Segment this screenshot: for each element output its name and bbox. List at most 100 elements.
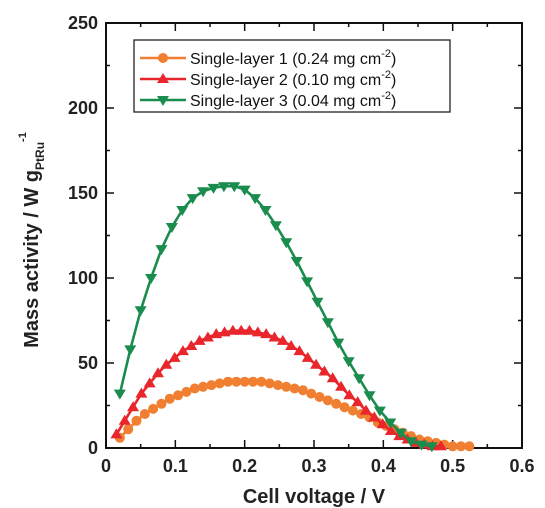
- series-2-point: [260, 328, 273, 339]
- series-1-point: [272, 380, 283, 391]
- series-2-point: [351, 396, 364, 407]
- series-2-point: [301, 351, 314, 362]
- x-tick-label: 0.1: [163, 456, 188, 476]
- series-1: [114, 376, 475, 452]
- series-2-point: [168, 351, 181, 362]
- series-2-point: [243, 324, 256, 335]
- y-tick-labels: 0 50 100 150 200 250: [68, 13, 98, 458]
- x-tick-label: 0.6: [509, 456, 534, 476]
- series-2-point: [343, 389, 356, 400]
- series-2: [110, 324, 447, 451]
- y-tick-label: 0: [88, 438, 98, 458]
- series-1-point: [339, 402, 350, 413]
- series-1-point: [464, 441, 475, 452]
- series-3-point: [259, 206, 272, 216]
- series-3: [113, 182, 438, 453]
- series-2-point: [193, 334, 206, 345]
- series-1-point: [139, 409, 150, 419]
- axis-ticks: [105, 22, 523, 449]
- series-3-point: [176, 206, 189, 216]
- series-1-point: [198, 381, 209, 392]
- series-2-point: [235, 324, 248, 335]
- series-3-point: [405, 437, 418, 448]
- legend-entry-2: Single-layer 2 (0.10 mg cm-2): [140, 69, 396, 89]
- y-tick-label: 50: [78, 353, 98, 373]
- series-3-point: [384, 418, 397, 429]
- series-3-point: [311, 297, 324, 308]
- series-2-point: [152, 367, 164, 378]
- series-3-point: [134, 306, 147, 317]
- series-3-point: [165, 223, 178, 233]
- series-2-point: [201, 331, 214, 342]
- series-2-point: [185, 340, 198, 350]
- y-tick-label: 150: [68, 183, 98, 203]
- series-1-point: [297, 385, 308, 396]
- series-3-point: [373, 406, 386, 417]
- y-tick-label: 100: [68, 268, 98, 288]
- series-1-point: [156, 398, 167, 409]
- series-1-point: [123, 424, 134, 435]
- legend-marker: [157, 73, 169, 83]
- series-2-point: [135, 387, 148, 398]
- series-1-point: [347, 405, 358, 416]
- y-axis-label-main: Mass activity / W g: [21, 170, 43, 348]
- series-1-point: [206, 380, 217, 391]
- series-1-point: [314, 392, 325, 402]
- legend-entries: Single-layer 1 (0.24 mg cm-2)Single-laye…: [140, 48, 396, 110]
- series-2-point: [276, 334, 289, 345]
- series-2-point: [335, 380, 348, 391]
- x-tick-label: 0.3: [301, 456, 326, 476]
- series-3-point: [145, 274, 158, 284]
- series-1-point: [181, 386, 192, 397]
- legend-marker: [158, 53, 168, 63]
- series-2-point: [251, 326, 264, 337]
- series-1-point: [289, 383, 300, 394]
- series-3-point: [155, 245, 168, 256]
- series-3-point: [217, 182, 230, 193]
- series-1-point: [281, 381, 292, 392]
- series-2-point: [368, 411, 381, 422]
- series-1-point: [239, 376, 250, 387]
- legend-entry-1: Single-layer 1 (0.24 mg cm-2): [140, 48, 396, 68]
- series-3-point: [113, 389, 126, 400]
- series-1-point: [331, 398, 342, 409]
- series-1-point: [164, 393, 175, 404]
- series-2-point: [360, 404, 372, 415]
- series-3-point: [124, 345, 137, 356]
- legend-label: Single-layer 2 (0.10 mg cm-2): [190, 69, 396, 89]
- series-1-point: [173, 390, 184, 401]
- series-2-point: [143, 377, 156, 388]
- series-2-point: [110, 428, 123, 439]
- series-2-point: [118, 414, 131, 425]
- legend-entry-3: Single-layer 3 (0.04 mg cm-2): [140, 90, 396, 110]
- series-3-point: [269, 221, 282, 232]
- legend-box: [133, 39, 451, 113]
- series-1-point: [455, 441, 466, 452]
- series-3-point: [280, 238, 293, 249]
- series-2-point: [176, 345, 189, 356]
- series-1-point: [189, 383, 200, 394]
- series-1-point: [214, 378, 225, 389]
- series-1-point: [131, 415, 142, 426]
- x-tick-label: 0.5: [440, 456, 465, 476]
- series-2-point: [434, 440, 447, 451]
- series-3-point: [342, 357, 355, 368]
- y-axis-label-subscript: PtRu: [33, 142, 47, 170]
- series-3-point: [228, 182, 241, 193]
- series-3-point: [425, 442, 438, 453]
- series-2-point: [127, 401, 140, 412]
- series-3-point: [249, 194, 262, 205]
- series-2-point: [293, 345, 306, 356]
- legend-marker: [157, 96, 169, 106]
- series-1-point: [231, 376, 242, 387]
- series-1-point: [306, 388, 317, 399]
- x-tick-label: 0.4: [371, 456, 396, 476]
- series-3-point: [394, 428, 407, 439]
- series-2-point: [376, 418, 389, 429]
- y-tick-label: 250: [68, 13, 98, 33]
- series-2-point: [268, 331, 281, 342]
- x-tick-label: 0: [101, 456, 111, 476]
- series-3-point: [186, 194, 199, 205]
- series-2-point: [285, 340, 298, 350]
